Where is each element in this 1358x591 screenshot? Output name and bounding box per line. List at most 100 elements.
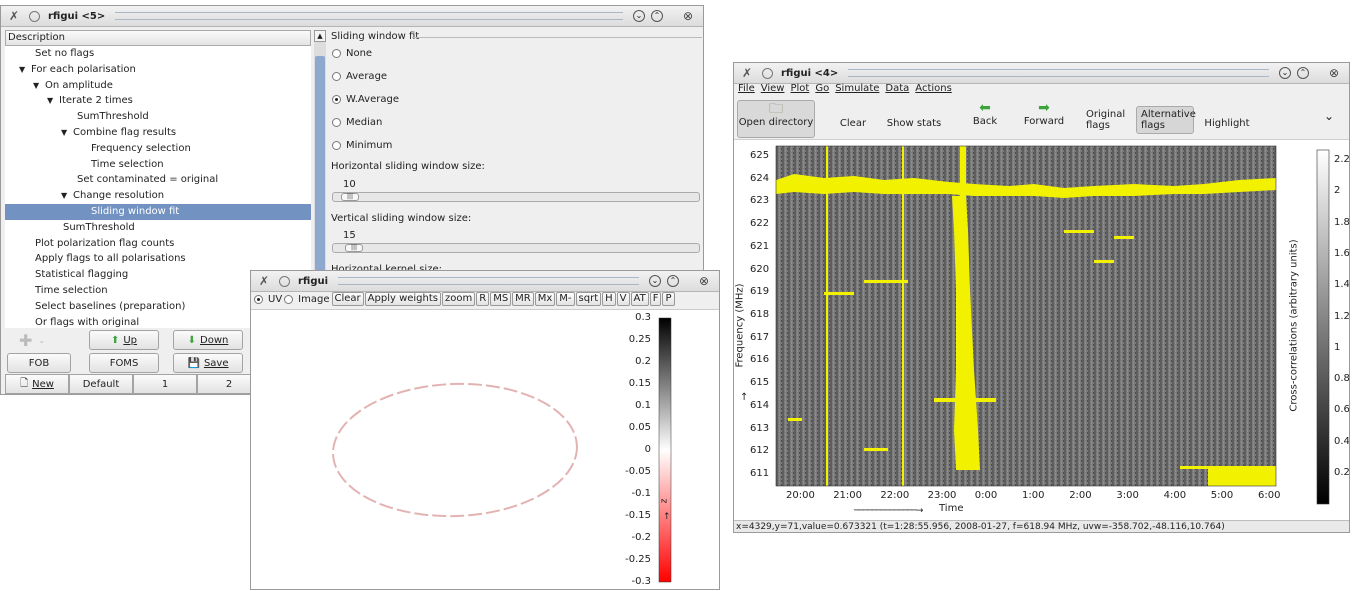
tree-item[interactable]: Set no flags — [5, 46, 311, 62]
option-waverage[interactable]: W.Average — [332, 94, 399, 105]
tree-item[interactable]: SumThreshold — [5, 220, 311, 236]
tree-item[interactable]: Apply flags to all polarisations — [5, 251, 311, 267]
v-window-slider[interactable]: ||| — [332, 243, 700, 253]
tree-item[interactable]: ▼ On amplitude — [5, 78, 311, 94]
spectrogram-plot[interactable]: 625 624 623 622 621 620 619 618 617 616 615 614 613 6… — [734, 140, 1349, 520]
save-button[interactable]: 💾 Save — [173, 353, 243, 373]
alternative-flags-button[interactable]: Alternative flags — [1136, 106, 1196, 134]
radio-checked-icon[interactable] — [332, 95, 341, 104]
radio-icon[interactable] — [332, 49, 341, 58]
uv-tool-button[interactable]: Mx — [534, 292, 556, 306]
menu-file[interactable]: File — [738, 83, 755, 94]
minimize-icon[interactable]: ⌄ — [632, 10, 645, 22]
uv-tool-button[interactable]: AT — [630, 292, 649, 306]
tree-item[interactable]: Plot polarization flag counts — [5, 236, 311, 252]
expand-arrow-icon[interactable]: ▼ — [19, 64, 26, 74]
up-button[interactable]: ⬆ Up — [89, 330, 159, 350]
option-average[interactable]: Average — [332, 71, 387, 82]
maximize-icon[interactable]: ⌃ — [650, 10, 663, 22]
title-bar[interactable]: ✗ rfigui <5> ⌄ ⌃ ⊗ — [1, 6, 703, 27]
uv-tool-button[interactable]: zoom — [442, 292, 476, 306]
clear-button[interactable]: Clear — [839, 118, 867, 129]
uv-tool-button[interactable]: Apply weights — [364, 292, 441, 306]
pin-icon[interactable] — [762, 67, 773, 79]
option-minimum[interactable]: Minimum — [332, 140, 392, 151]
uv-tool-button[interactable]: Clear — [331, 292, 364, 306]
default-button[interactable]: Default — [69, 374, 133, 394]
pin-icon[interactable] — [279, 275, 290, 287]
highlight-button[interactable]: Highlight — [1204, 118, 1250, 129]
tree-item[interactable]: Sliding window fit — [5, 203, 311, 220]
tree-item[interactable]: Set contaminated = original — [5, 172, 311, 188]
uv-radio[interactable]: UV — [254, 294, 282, 305]
down-button[interactable]: ⬇ Down — [173, 330, 243, 350]
scrollbar-thumb[interactable] — [315, 56, 325, 278]
maximize-icon[interactable]: ⌃ — [666, 275, 679, 287]
menu-go[interactable]: Go — [815, 83, 830, 94]
preset-1-button[interactable]: 1 — [133, 374, 197, 394]
uv-tool-button[interactable]: V — [616, 292, 630, 306]
show-stats-button[interactable]: Show stats — [886, 118, 942, 129]
expand-arrow-icon[interactable]: ▼ — [47, 96, 54, 106]
properties-scrollbar[interactable]: ▲ — [314, 30, 326, 278]
menu-actions[interactable]: Actions — [915, 83, 952, 94]
preset-2-button[interactable]: 2 — [197, 374, 261, 394]
h-window-slider[interactable]: ||| — [332, 192, 700, 202]
tree-item[interactable]: Time selection — [5, 157, 311, 173]
uv-tool-button[interactable]: MR — [512, 292, 534, 306]
close-icon[interactable]: ⊗ — [698, 274, 709, 288]
open-directory-button[interactable]: 🗀 Open directory — [737, 100, 815, 138]
uv-tool-button[interactable]: H — [602, 292, 616, 306]
tree-item[interactable]: ▼ Change resolution — [5, 188, 311, 204]
tree-item[interactable]: Time selection — [5, 283, 311, 299]
tree-item[interactable]: ▼ Combine flag results — [5, 125, 311, 141]
menu-view[interactable]: View — [760, 83, 785, 94]
uv-tool-button[interactable]: P — [662, 292, 675, 306]
image-radio[interactable]: Image — [284, 294, 330, 305]
close-icon[interactable]: ⊗ — [682, 9, 693, 23]
original-flags-button[interactable]: Original flags — [1086, 109, 1126, 131]
tree-item[interactable]: Frequency selection — [5, 141, 311, 157]
menu-plot[interactable]: Plot — [790, 83, 810, 94]
expand-arrow-icon[interactable]: ▼ — [61, 191, 68, 201]
title-bar[interactable]: ✗ rfigui <4> ⌄ ⌃ ⊗ — [734, 63, 1349, 84]
tree-item[interactable]: Or flags with original — [5, 315, 311, 331]
tree-item[interactable]: Select baselines (preparation) — [5, 299, 311, 315]
tree-item[interactable]: SumThreshold — [5, 109, 311, 125]
minimize-icon[interactable]: ⌄ — [648, 275, 661, 287]
radio-checked-icon[interactable] — [254, 294, 263, 304]
radio-icon[interactable] — [332, 118, 341, 127]
back-button[interactable]: ⬅ Back — [966, 100, 1004, 136]
option-none[interactable]: None — [332, 48, 372, 59]
menu-simulate[interactable]: Simulate — [835, 83, 880, 94]
toolbar-overflow-icon[interactable]: ⌄ — [1323, 109, 1335, 123]
uv-tool-button[interactable]: sqrt — [575, 292, 602, 306]
radio-icon[interactable] — [284, 294, 294, 304]
radio-icon[interactable] — [332, 141, 341, 150]
title-bar[interactable]: ✗ rfigui ⌄ ⌃ ⊗ — [251, 271, 719, 292]
slider-handle[interactable]: ||| — [345, 244, 363, 252]
add-button[interactable]: ✚ ⌄ — [7, 330, 57, 350]
new-button[interactable]: 🗋 New — [5, 374, 69, 394]
tree-item[interactable]: ▼ Iterate 2 times — [5, 93, 311, 109]
scroll-up-icon[interactable]: ▲ — [314, 30, 326, 42]
expand-arrow-icon[interactable]: ▼ — [33, 80, 40, 90]
uv-plot-area[interactable]: 0.3 0.25 0.2 0.15 0.1 0.05 0 -0.05 -0.1 -0.15 -0.2… — [251, 309, 719, 589]
uv-tool-button[interactable]: R — [476, 292, 490, 306]
pin-icon[interactable] — [29, 10, 40, 22]
tree-header[interactable]: Description — [5, 30, 311, 46]
uv-tool-button[interactable]: F — [649, 292, 662, 306]
menu-data[interactable]: Data — [885, 83, 910, 94]
close-icon[interactable]: ⊗ — [1328, 66, 1339, 80]
fob-button[interactable]: FOB — [7, 353, 71, 373]
expand-arrow-icon[interactable]: ▼ — [61, 127, 68, 137]
slider-handle[interactable]: ||| — [341, 193, 359, 201]
option-median[interactable]: Median — [332, 117, 382, 128]
forward-button[interactable]: ➡ Forward — [1020, 100, 1068, 136]
minimize-icon[interactable]: ⌄ — [1278, 67, 1291, 79]
uv-tool-button[interactable]: M- — [556, 292, 575, 306]
foms-button[interactable]: FOMS — [89, 353, 159, 373]
uv-tool-button[interactable]: MS — [490, 292, 512, 306]
maximize-icon[interactable]: ⌃ — [1296, 67, 1309, 79]
tree-item[interactable]: Statistical flagging — [5, 267, 311, 283]
